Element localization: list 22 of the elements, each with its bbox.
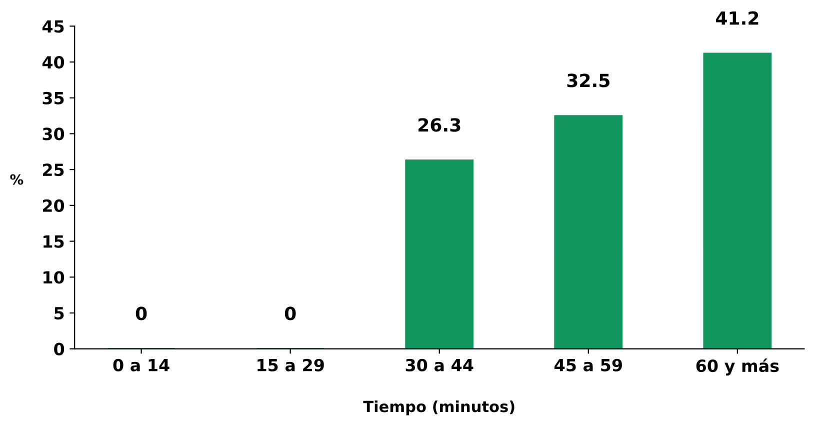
x-axis-title: Tiempo (minutos) bbox=[363, 400, 514, 416]
data-label: 26.3 bbox=[418, 118, 460, 132]
y-tick-label: 40 bbox=[42, 56, 64, 69]
x-tick-label: 0 a 14 bbox=[113, 358, 170, 372]
y-axis-title: % bbox=[10, 174, 24, 185]
x-tick-label: 15 a 29 bbox=[258, 358, 324, 372]
y-tick-label: 45 bbox=[42, 20, 64, 33]
x-tick-label: 60 y más bbox=[696, 358, 779, 376]
y-tick-label: 20 bbox=[43, 199, 64, 212]
y-tick-label: 30 bbox=[42, 128, 64, 140]
data-label: 41.2 bbox=[716, 11, 758, 25]
y-tick-label: 35 bbox=[42, 92, 64, 104]
data-label: 0 bbox=[284, 306, 296, 320]
y-tick-label: 25 bbox=[43, 164, 64, 176]
y-tick-label: 10 bbox=[44, 271, 64, 284]
y-tick-label: 0 bbox=[54, 342, 64, 356]
x-tick-label: 30 a 44 bbox=[406, 358, 474, 372]
y-tick-label: 5 bbox=[54, 307, 64, 320]
y-tick-label: 15 bbox=[44, 235, 64, 248]
data-label: 32.5 bbox=[567, 74, 610, 88]
x-tick-label: 45 a 59 bbox=[554, 358, 622, 372]
data-label: 0 bbox=[136, 306, 147, 320]
